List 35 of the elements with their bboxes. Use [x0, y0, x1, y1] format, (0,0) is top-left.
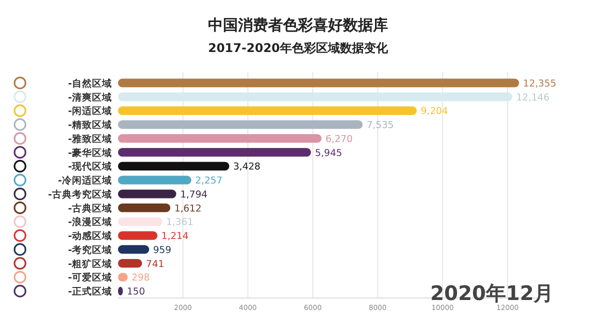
value-label: 12,355: [523, 78, 556, 90]
value-label: 741: [146, 258, 164, 270]
value-label: 2,257: [195, 176, 222, 187]
category-label: -考究区域: [68, 244, 112, 256]
category-label: -自然区域: [68, 78, 112, 90]
value-label: 9,204: [420, 106, 448, 118]
category-label: -清爽区域: [68, 92, 112, 104]
category-label: -闲适区域: [68, 106, 112, 118]
category-label: -精致区域: [68, 120, 112, 132]
category-label: -现代区域: [68, 162, 112, 173]
category-label: -可爱区域: [68, 272, 112, 284]
category-label: -粗犷区域: [68, 258, 112, 270]
value-label: 1,794: [180, 189, 208, 200]
category-label: -浪漫区域: [68, 217, 112, 228]
annotation: 2020年12月: [430, 281, 554, 305]
category-label: -正式区域: [68, 286, 112, 298]
value-label: 1,612: [174, 203, 202, 214]
value-label: 5,945: [314, 148, 342, 159]
category-label: -豪华区域: [68, 148, 112, 159]
category-label: -冷闲适区域: [58, 176, 112, 187]
value-label: 3,428: [233, 162, 260, 173]
title: 中国消费者色彩喜好数据库: [208, 16, 388, 34]
value-label: 959: [153, 244, 172, 256]
value-label: 6,270: [326, 134, 353, 145]
category-label: -动感区域: [68, 231, 112, 242]
category-label: -雅致区域: [68, 134, 112, 145]
value-label: 12,146: [516, 92, 550, 104]
value-label: 7,535: [366, 120, 394, 132]
category-label: -古典考究区域: [48, 189, 112, 200]
subtitle: 2017-2020年色彩区域数据变化: [208, 41, 388, 55]
value-label: 1,361: [166, 217, 194, 228]
value-label: 1,214: [161, 231, 189, 242]
value-label: 298: [132, 272, 150, 284]
value-label: 150: [126, 286, 145, 298]
category-label: -古典区域: [68, 203, 112, 214]
